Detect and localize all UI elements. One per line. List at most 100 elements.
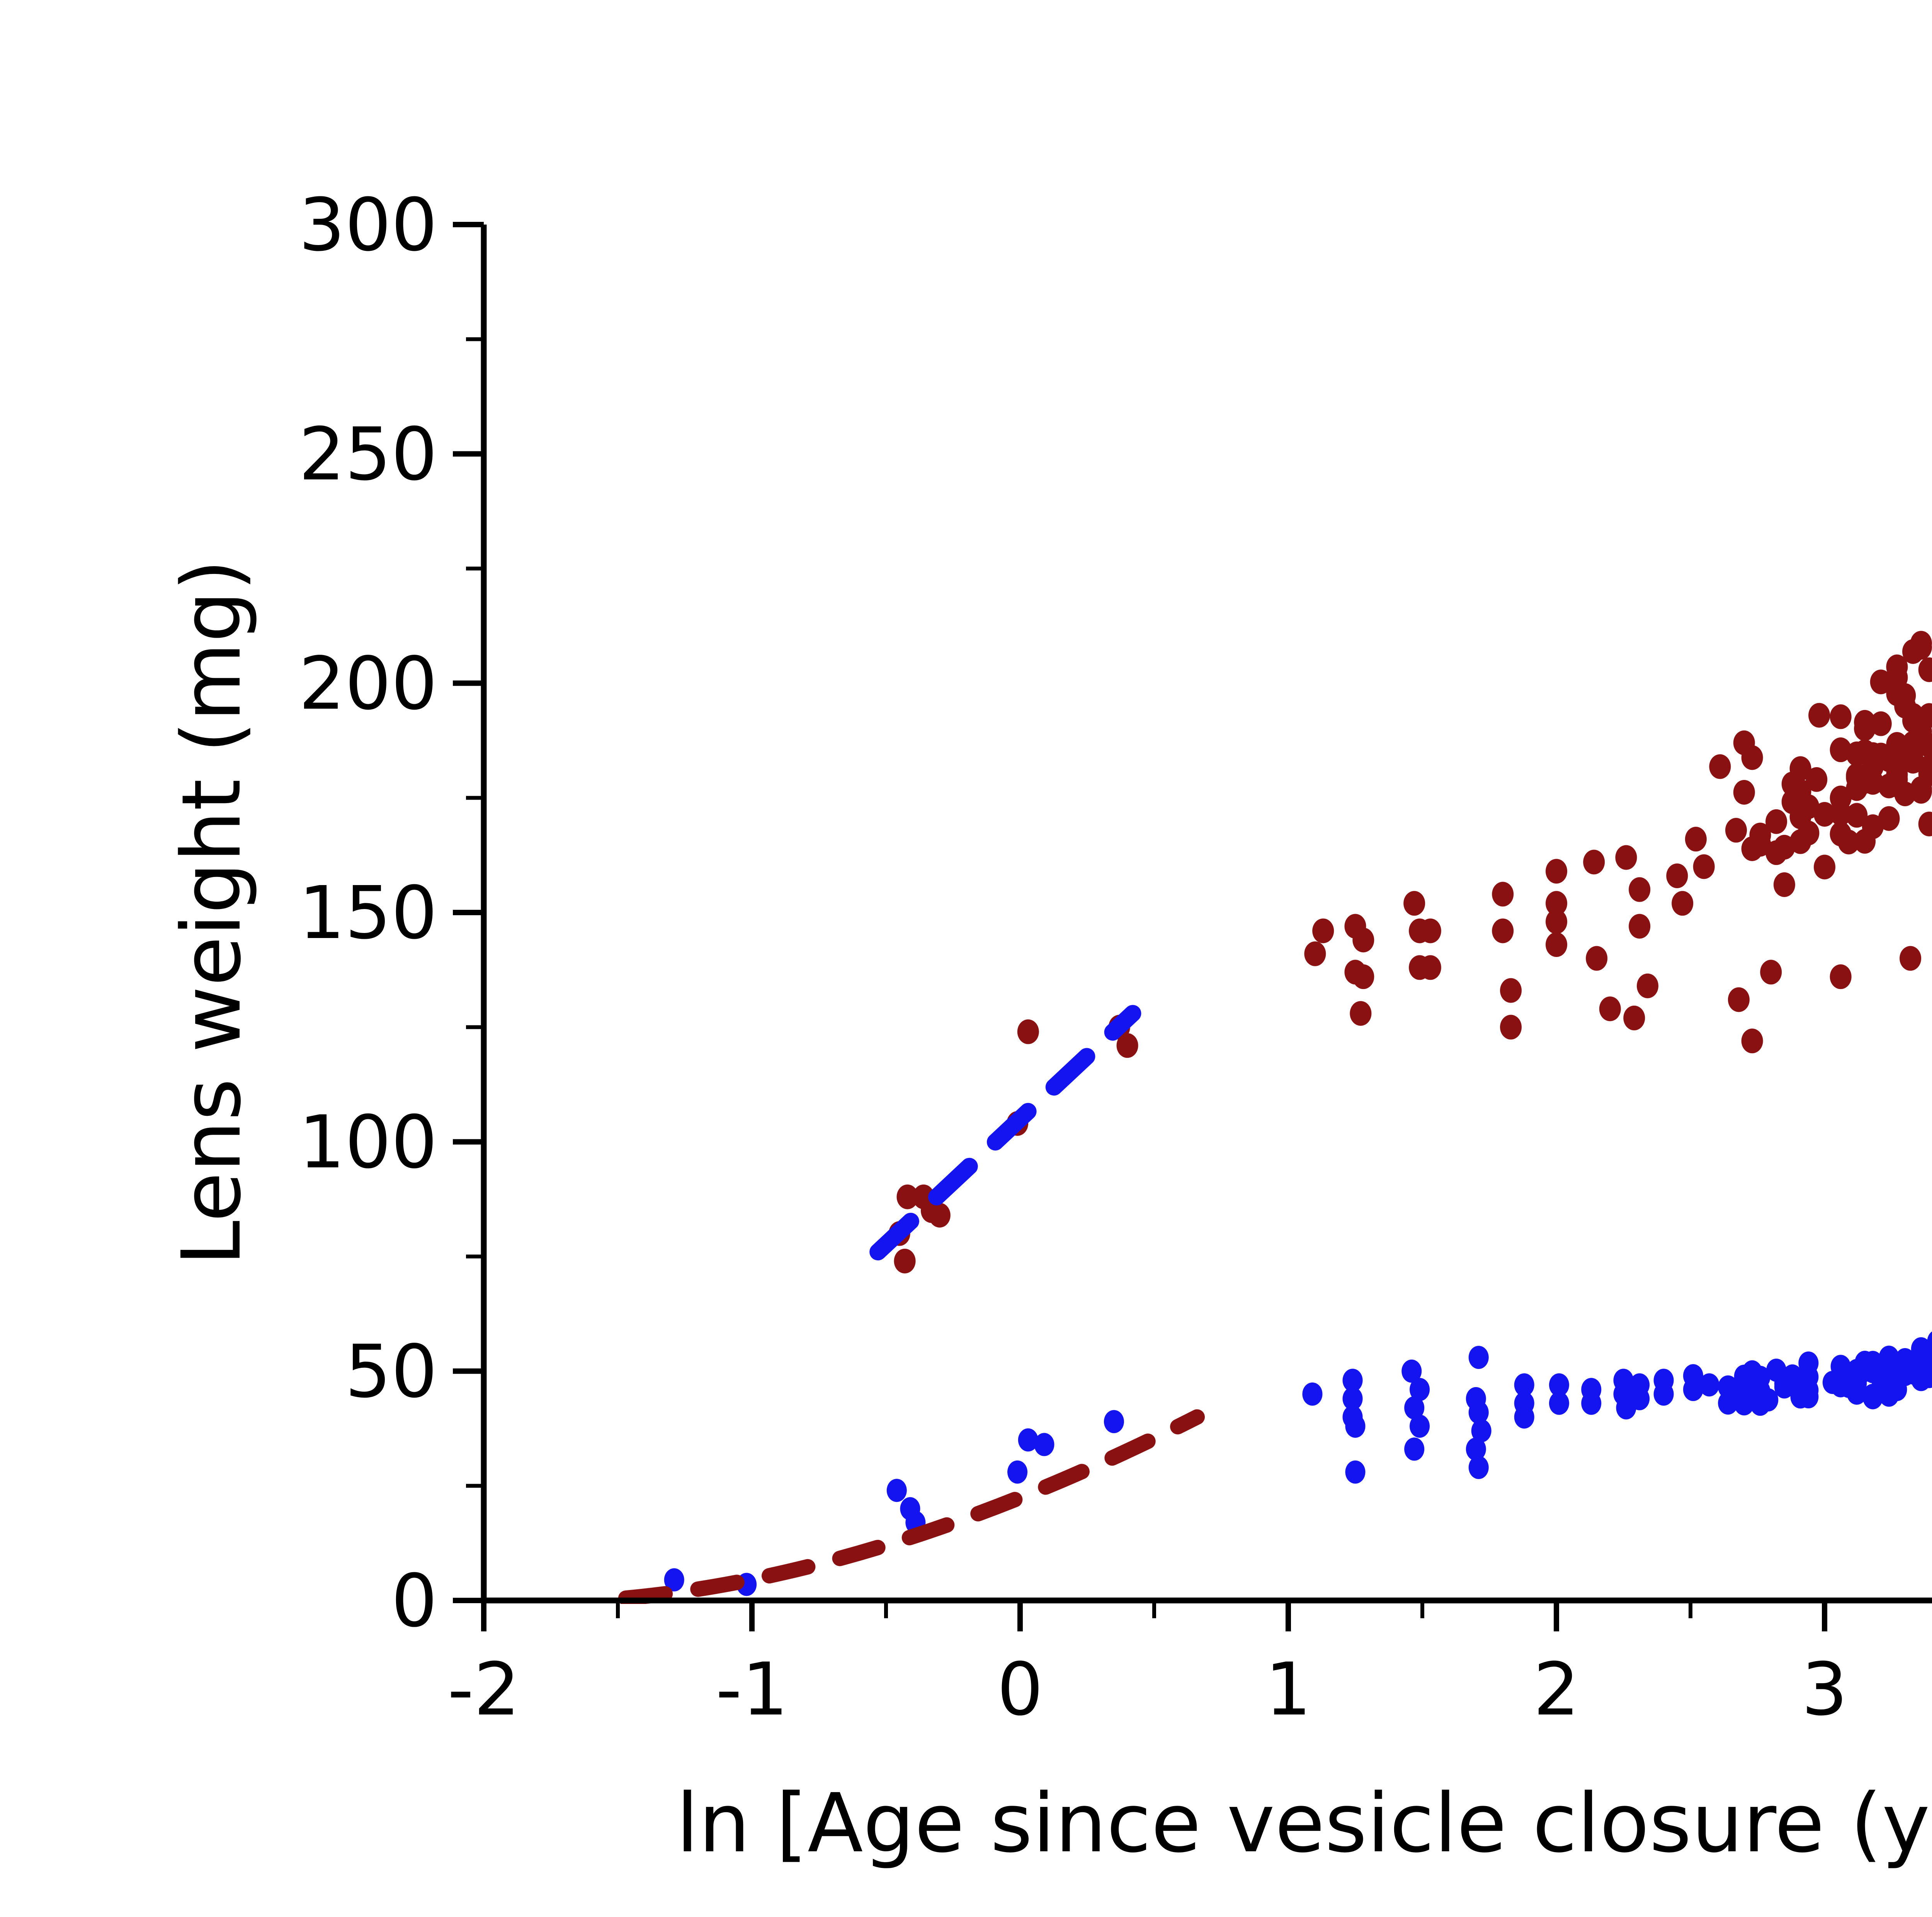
data-point (1500, 1015, 1522, 1040)
data-point (1302, 1382, 1323, 1406)
y-axis-tick-label: 250 (299, 412, 437, 497)
data-point (1672, 891, 1694, 916)
y-axis-tick-label: 50 (345, 1330, 437, 1414)
data-point (1653, 1382, 1674, 1406)
data-point (1830, 821, 1852, 846)
data-point (1798, 821, 1820, 846)
data-point (1623, 1005, 1645, 1030)
data-point (1342, 1387, 1363, 1410)
data-point (664, 1568, 684, 1592)
data-point (1741, 745, 1763, 770)
data-point (1728, 987, 1750, 1012)
data-point (1910, 779, 1932, 804)
data-point (929, 1203, 951, 1228)
x-axis-title: ln [Age since vesicle closure (years)] (676, 1776, 1932, 1871)
data-point (1765, 809, 1787, 834)
data-point (1847, 1363, 1867, 1387)
data-point (1615, 845, 1637, 870)
data-point (1854, 710, 1876, 735)
data-point (1918, 755, 1932, 780)
data-point (1725, 818, 1747, 843)
data-point (1586, 946, 1608, 971)
data-point (1760, 960, 1782, 985)
data-point (1546, 909, 1567, 934)
data-point (1599, 996, 1621, 1021)
data-point (1781, 771, 1803, 797)
data-point (886, 1479, 907, 1502)
data-point (896, 1184, 918, 1209)
x-axis-tick-label: 1 (1265, 1647, 1311, 1732)
trend-lines (618, 1005, 1205, 1604)
data-point (1404, 1396, 1425, 1420)
data-point (1629, 914, 1651, 939)
data-point (1466, 1437, 1486, 1461)
blue-scatter-series (664, 1331, 1932, 1596)
data-point (1910, 635, 1932, 660)
data-point (1854, 829, 1876, 854)
data-point (1814, 802, 1835, 827)
data-point (1798, 1365, 1819, 1389)
axes (481, 225, 1932, 1604)
data-point (1104, 1410, 1124, 1433)
data-point (1034, 1433, 1054, 1456)
data-point (1814, 855, 1835, 880)
y-axis-tick-label: 0 (391, 1559, 437, 1643)
data-point (1401, 1359, 1422, 1383)
axis-ticks (453, 222, 1827, 1631)
data-point (1733, 780, 1755, 805)
data-point (1345, 1460, 1366, 1484)
data-point (1773, 872, 1795, 897)
data-point (1879, 1345, 1899, 1369)
y-axis-tick-label: 100 (299, 1100, 437, 1185)
data-point (1878, 806, 1900, 831)
data-point (1750, 1365, 1770, 1389)
data-point (1765, 840, 1787, 865)
data-point (894, 1248, 916, 1273)
data-point (1685, 827, 1707, 852)
data-point (1749, 822, 1771, 848)
data-point (1345, 1415, 1366, 1438)
data-point (1718, 1375, 1738, 1399)
data-point (1911, 1337, 1931, 1360)
data-point (1018, 1428, 1038, 1452)
data-point (1709, 754, 1731, 779)
data-point (1471, 1419, 1492, 1442)
data-point (1583, 850, 1605, 875)
red-dashed-line (618, 1409, 1205, 1604)
data-point (1830, 737, 1852, 763)
data-point (1116, 1033, 1138, 1058)
data-point (1870, 669, 1892, 695)
data-point (1549, 1391, 1569, 1415)
data-point (1718, 1391, 1738, 1415)
data-point (1886, 738, 1908, 763)
data-point (1830, 704, 1852, 729)
blue-dashed-line (869, 1005, 1141, 1261)
data-point (1758, 1388, 1779, 1412)
data-point (1352, 964, 1374, 989)
x-axis-tick-label: 0 (997, 1647, 1043, 1732)
data-point (1514, 1405, 1534, 1429)
data-point (1830, 1355, 1851, 1378)
y-axis-tick-label: 150 (299, 871, 437, 955)
data-point (1404, 1437, 1425, 1461)
data-point (1846, 763, 1868, 788)
data-point (1629, 1387, 1650, 1410)
data-point (1894, 781, 1916, 807)
data-point (1514, 1373, 1534, 1397)
data-point (1902, 737, 1924, 762)
data-point (1846, 803, 1868, 828)
data-point (1879, 1383, 1899, 1407)
data-point (1304, 941, 1326, 966)
data-point (1693, 854, 1715, 879)
axis-tick-labels: -2-1012345050100150200250300 (299, 183, 1848, 1732)
data-point (1782, 1364, 1803, 1388)
data-point (1808, 703, 1830, 728)
data-point (1830, 1374, 1851, 1398)
data-point (1629, 877, 1651, 902)
data-point (1846, 741, 1868, 766)
y-axis-title: Lens weight (mg) (164, 559, 259, 1266)
data-point (1734, 1383, 1754, 1407)
y-axis-tick-label: 300 (299, 183, 437, 267)
data-point (1636, 973, 1658, 998)
